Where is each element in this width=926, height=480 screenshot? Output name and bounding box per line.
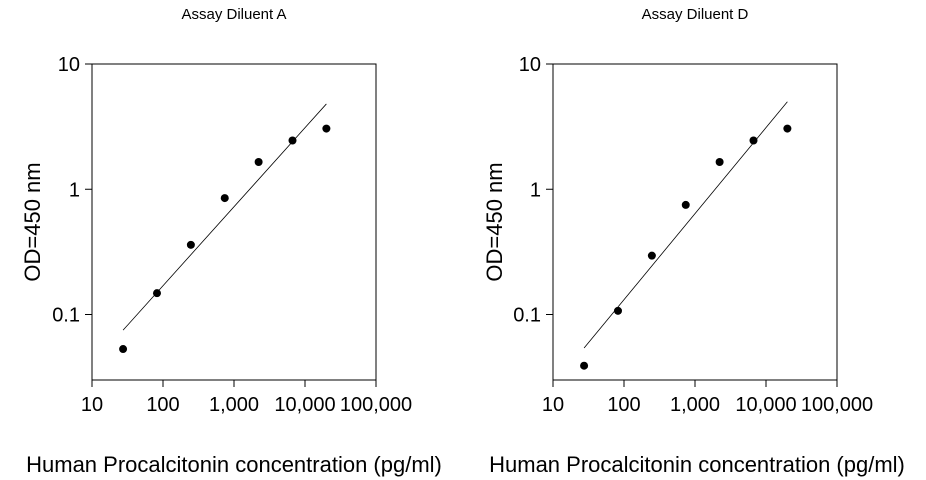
x-tick-label: 10,000 <box>735 394 796 416</box>
x-tick-label: 10 <box>81 394 103 416</box>
data-point <box>580 361 589 370</box>
x-axis-label: Human Procalcitonin concentration (pg/ml… <box>26 452 442 477</box>
y-tick-label: 10 <box>519 54 541 76</box>
y-axis-label: OD=450 nm <box>482 162 507 281</box>
x-tick-label: 1,000 <box>209 394 259 416</box>
y-tick-label: 0.1 <box>513 305 541 327</box>
data-point <box>254 158 263 167</box>
data-point <box>647 251 656 260</box>
data-point <box>119 345 128 354</box>
data-point <box>288 136 297 145</box>
data-point <box>681 200 690 209</box>
y-tick-label: 1 <box>530 179 541 201</box>
chart-title: Assay Diluent A <box>181 6 286 23</box>
x-tick-label: 10 <box>542 394 564 416</box>
data-point <box>715 158 724 167</box>
data-point <box>783 124 792 133</box>
x-tick-label: 100,000 <box>340 394 412 416</box>
data-point <box>322 124 331 133</box>
x-tick-label: 10,000 <box>274 394 335 416</box>
y-tick-label: 0.1 <box>52 305 80 327</box>
data-point <box>152 289 161 298</box>
y-axis-label: OD=450 nm <box>20 162 45 281</box>
data-point <box>613 306 622 315</box>
x-tick-label: 100 <box>607 394 640 416</box>
fit-line <box>122 103 327 331</box>
plot-frame <box>552 63 838 381</box>
data-point <box>220 194 229 203</box>
y-tick-label: 1 <box>69 179 80 201</box>
x-tick-label: 100,000 <box>801 394 873 416</box>
x-tick-label: 1,000 <box>670 394 720 416</box>
x-axis-label: Human Procalcitonin concentration (pg/ml… <box>489 452 905 477</box>
y-tick-label: 10 <box>58 54 80 76</box>
plot-frame <box>91 63 377 381</box>
chart-title: Assay Diluent D <box>642 6 749 23</box>
data-point <box>749 136 758 145</box>
x-tick-label: 100 <box>146 394 179 416</box>
data-point <box>186 240 195 249</box>
